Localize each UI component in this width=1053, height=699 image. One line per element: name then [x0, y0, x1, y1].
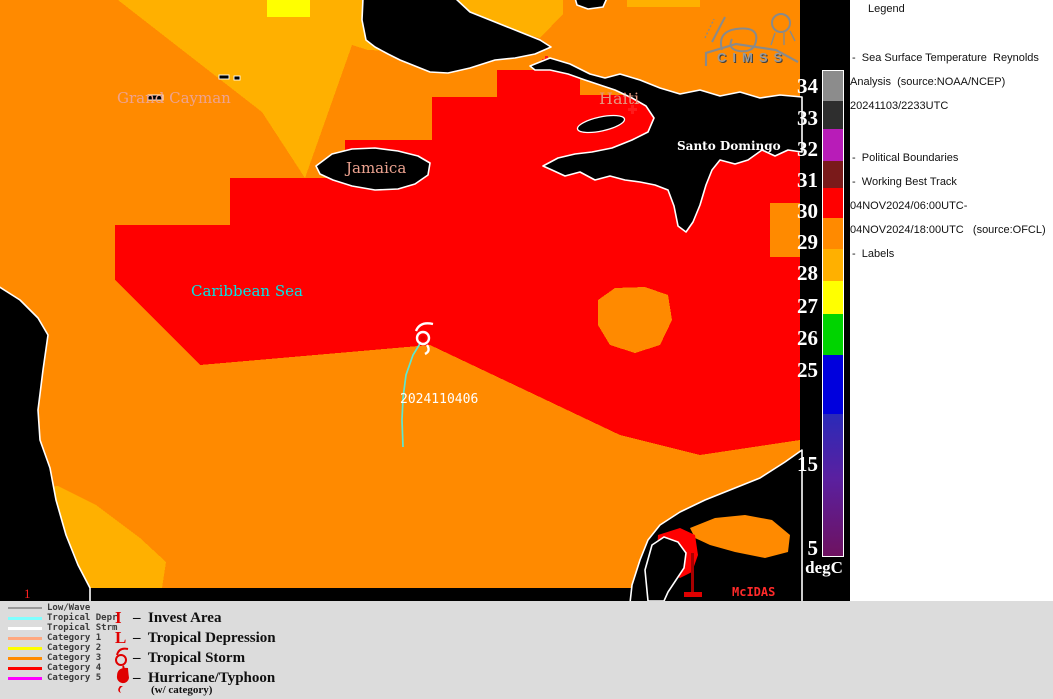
colorbar-tick: 25	[797, 358, 818, 382]
jamaica-label: Jamaica	[346, 159, 407, 177]
invest-area-glyph: I	[115, 608, 122, 627]
sea-28c-region	[118, 0, 420, 178]
tropical-storm-label: – Tropical Storm	[133, 650, 246, 666]
colorbar-tick: 29	[797, 230, 818, 254]
colorbar-segment	[823, 314, 843, 355]
cimss-logo	[704, 13, 799, 66]
colorbar-segment	[823, 101, 843, 129]
legend-line: 04NOV2024/06:00UTC-	[850, 200, 968, 212]
sea-29c-region	[598, 287, 672, 353]
colorbar-segment	[823, 188, 843, 218]
legend-line: 20241103/2233UTC	[850, 100, 949, 112]
track-line-swatch	[8, 657, 42, 660]
grand-cayman-label: Grand Cayman	[117, 89, 231, 107]
track-date-label: 2024110406	[400, 392, 479, 407]
sea-28c-region	[455, 0, 563, 38]
gulf-29c-region	[690, 515, 790, 558]
track-line-label: Category 1	[47, 633, 102, 643]
colorbar-segment	[823, 355, 843, 414]
track-line-swatch	[8, 677, 42, 680]
track-line-swatch	[8, 667, 42, 670]
jamaica-landmass	[315, 147, 431, 191]
track-line-label: Category 5	[47, 673, 102, 683]
colorbar-tick: 28	[797, 261, 818, 285]
invest-area-label: – Invest Area	[133, 610, 222, 626]
grand-cayman-island	[147, 94, 164, 101]
legend-line: - Political Boundaries	[852, 152, 959, 164]
cimss-logo-text: CIMSS	[717, 50, 789, 65]
legend-line: - Labels	[852, 248, 895, 260]
sea-29c-region	[770, 203, 800, 257]
storm-track-line	[401, 341, 422, 448]
colorbar-segment	[823, 249, 843, 281]
temperature-colorbar	[822, 70, 844, 557]
tropical-depression-label: – Tropical Depression	[133, 630, 276, 646]
hispaniola-landmass	[529, 57, 803, 233]
track-line-label: Tropical Depr	[47, 613, 118, 623]
legend-line: Analysis (source:NOAA/NCEP)	[850, 76, 1006, 88]
track-line-swatch	[8, 637, 42, 640]
legend-title: Legend	[868, 3, 905, 15]
central-america-landmass	[0, 286, 91, 601]
colorbar-tick: 31	[797, 168, 818, 192]
colorbar-tick: 34	[797, 74, 818, 98]
track-line-label: Category 3	[47, 653, 102, 663]
colorbar-segment	[823, 71, 843, 101]
legend-panel: Legend - Sea Surface Temperature Reynold…	[850, 0, 1053, 601]
legend-line: 04NOV2024/18:00UTC (source:OFCL)	[850, 224, 1046, 236]
haiti-label: Haiti	[599, 89, 640, 108]
track-line-label: Category 2	[47, 643, 102, 653]
colorbar-segment	[823, 129, 843, 161]
colorbar-tick: 33	[797, 106, 818, 130]
track-artifact	[691, 553, 694, 593]
track-line-label: Tropical Strm	[47, 623, 118, 633]
santo-domingo-label: Santo Domingo	[677, 139, 781, 153]
colorbar-tick: 30	[797, 199, 818, 223]
tropical-storm-position-symbol	[414, 322, 434, 356]
track-line-swatch	[8, 627, 42, 630]
guajira-peninsula	[644, 536, 687, 601]
cayman-island	[233, 75, 241, 81]
hurricane-label: – Hurricane/Typhoon	[133, 670, 276, 686]
hurricane-icon	[116, 667, 129, 693]
track-artifact	[684, 592, 702, 597]
gonave-island	[576, 114, 626, 134]
track-line-swatch	[8, 607, 42, 609]
colorbar-segment	[823, 161, 843, 188]
track-line-label: Low/Wave	[47, 603, 91, 613]
caribbean-sst-map	[0, 0, 803, 601]
colorbar-segment	[823, 218, 843, 249]
colorbar-tick: 32	[797, 137, 818, 161]
legend-line: - Working Best Track	[852, 176, 957, 188]
colorbar-tick: 26	[797, 326, 818, 350]
inagua-island	[574, 0, 607, 10]
tropical-depression-glyph: L	[115, 628, 127, 647]
colorbar-segment	[823, 414, 843, 556]
bottom-left-category-marker: 1	[24, 586, 31, 601]
track-legend-strip: Low/Wave Tropical Depr Tropical Strm Cat…	[0, 601, 1053, 699]
cayman-island	[218, 74, 230, 80]
track-line-label: Category 4	[47, 663, 102, 673]
caribbean-sea-label: Caribbean Sea	[191, 282, 303, 300]
cuba-landmass	[361, 0, 552, 74]
sea-28c-region	[627, 0, 700, 7]
colorbar-segment	[823, 281, 843, 314]
legend-line: - Sea Surface Temperature Reynolds	[852, 52, 1039, 64]
track-line-swatch	[8, 617, 42, 620]
colorbar-tick: 15	[797, 452, 818, 476]
colorbar-tick: 5	[807, 536, 819, 560]
mcidas-label: McIDAS	[732, 585, 776, 599]
colorbar-tick: 27	[797, 294, 818, 318]
sea-27c-region	[267, 0, 310, 17]
track-line-swatch	[8, 647, 42, 650]
colorbar-unit-label: degC	[805, 558, 843, 577]
hurricane-category-note: (w/ category)	[151, 684, 213, 696]
